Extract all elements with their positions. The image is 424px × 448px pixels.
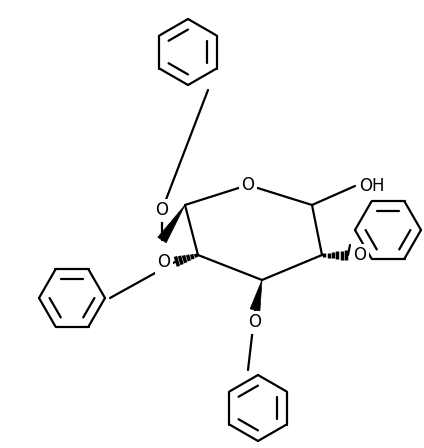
Text: O: O — [156, 201, 168, 219]
Polygon shape — [158, 205, 185, 243]
Text: O: O — [242, 176, 254, 194]
Text: O: O — [248, 313, 262, 331]
Polygon shape — [250, 280, 262, 311]
Text: OH: OH — [359, 177, 385, 195]
Text: O: O — [353, 246, 366, 264]
Text: O: O — [157, 253, 170, 271]
